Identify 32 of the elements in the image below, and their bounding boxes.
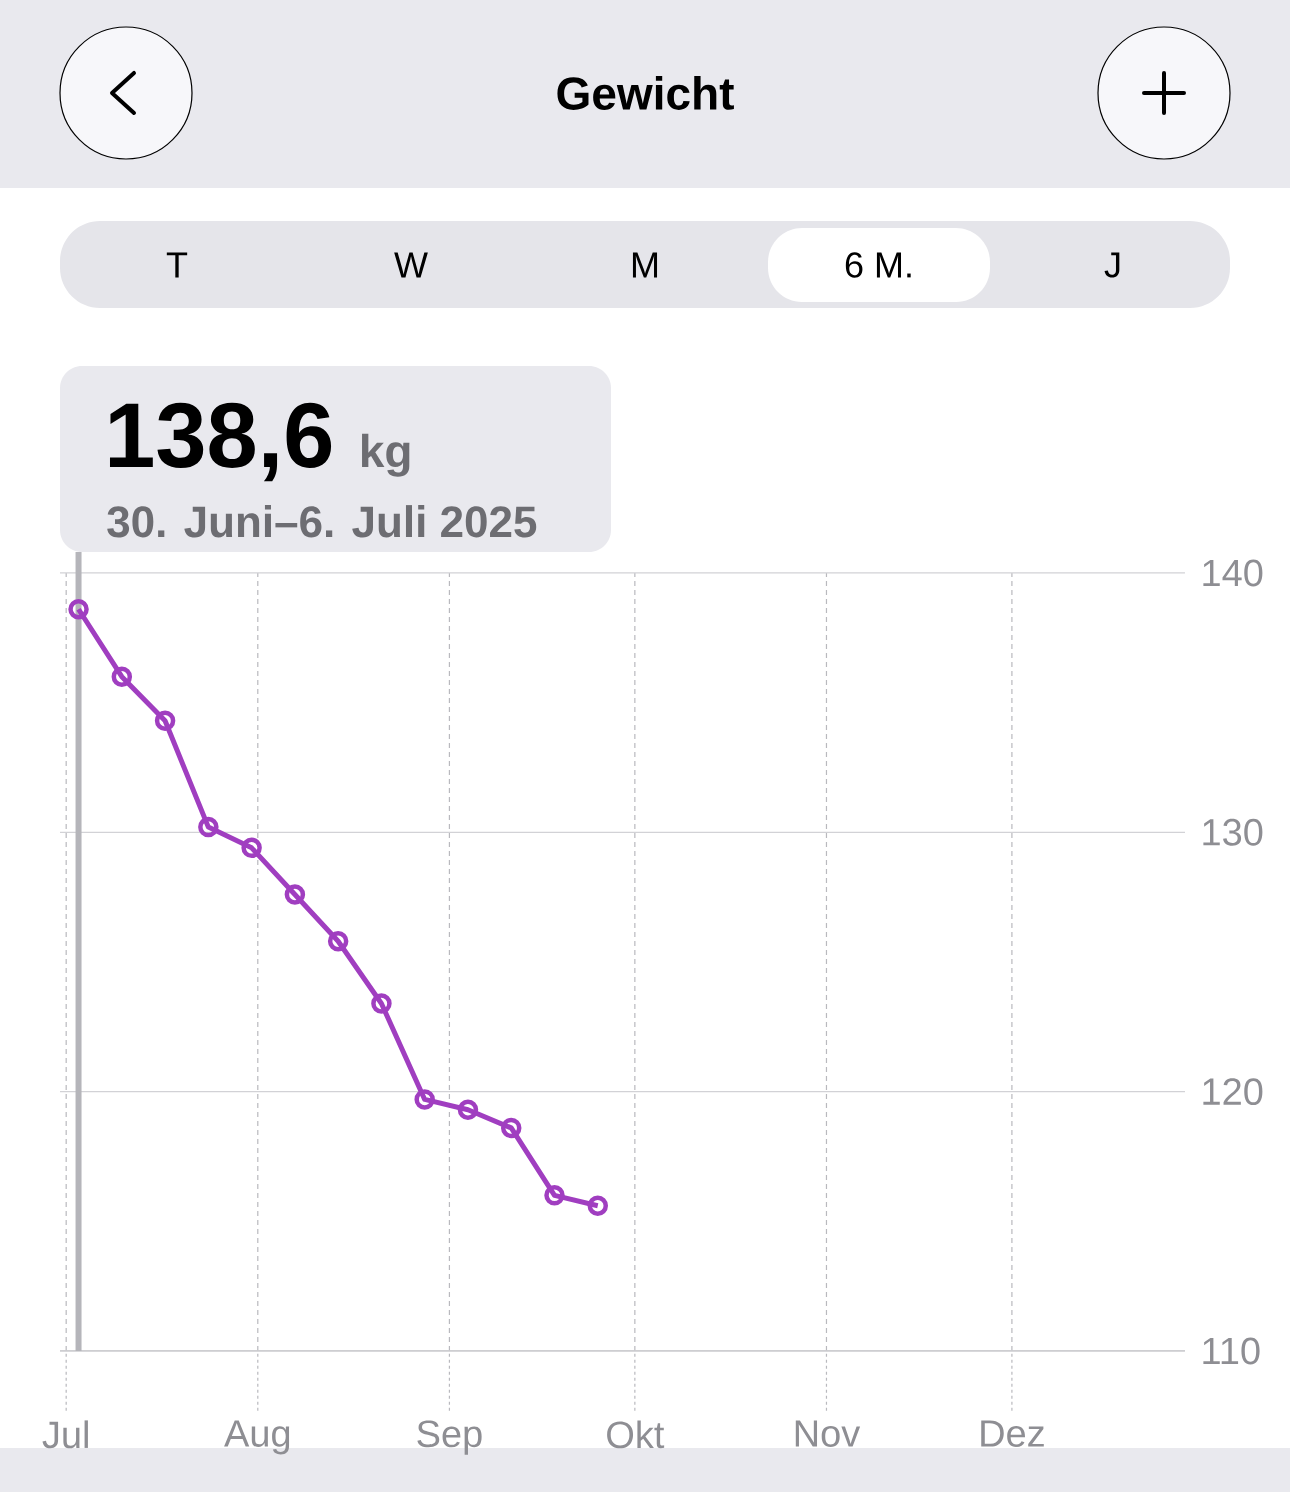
point (154, 710, 176, 732)
point (284, 884, 306, 905)
point (198, 816, 219, 838)
point (500, 1117, 522, 1139)
point (414, 1089, 435, 1110)
point (241, 837, 262, 859)
y-tick-label: 130 (1203, 818, 1263, 846)
x-tick-label: Sep (417, 1420, 482, 1455)
x-tick-label: Aug (224, 1420, 290, 1455)
text: J (1104, 252, 1120, 278)
point (327, 930, 349, 952)
y-tick-label: 140 (1203, 559, 1263, 587)
text: W (394, 252, 428, 278)
text: T (166, 252, 188, 278)
text: kg (362, 433, 410, 477)
x-tick-label: Nov (795, 1420, 861, 1447)
point (544, 1185, 565, 1206)
y-tick-label: 120 (1203, 1078, 1263, 1106)
y-tick-label: 110 (1203, 1337, 1260, 1365)
x-tick-label: Jul (42, 1420, 88, 1449)
point (68, 599, 89, 620)
text: 138,6 (109, 402, 332, 482)
x-tick-label: Dez (981, 1420, 1044, 1447)
point (111, 666, 133, 687)
x-tick-label: Okt (607, 1420, 665, 1449)
text: 6 M. (845, 252, 911, 278)
text: M (632, 252, 658, 278)
point (587, 1195, 609, 1216)
point (371, 993, 392, 1014)
text: 30. Juni–6. Juli 2025 (107, 505, 537, 538)
chart-title: Gewicht (557, 76, 734, 110)
point (457, 1099, 479, 1121)
